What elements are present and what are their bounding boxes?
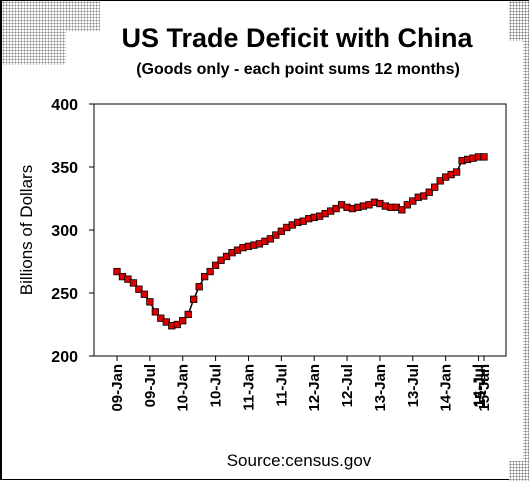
data-point-marker: [135, 285, 143, 293]
data-point-marker: [431, 183, 439, 191]
data-point-marker: [162, 318, 170, 326]
data-point-marker: [157, 314, 165, 322]
x-tick-label: 13-Jul: [405, 364, 422, 407]
data-point-marker: [277, 227, 285, 235]
x-tick-label: 10-Jul: [208, 364, 225, 407]
dither-cutout: [66, 31, 102, 67]
data-point-marker: [113, 267, 121, 276]
data-point-marker: [179, 317, 187, 325]
x-tick-label: 11-Jul: [273, 364, 290, 407]
series-points: [113, 153, 488, 330]
chart-title: US Trade Deficit with China: [121, 23, 473, 53]
x-tick-label: 11-Jan: [240, 364, 257, 411]
data-point-marker: [173, 320, 181, 329]
y-tick-label: 350: [51, 160, 78, 177]
x-tick-label: 15-Jan: [476, 364, 493, 412]
y-tick-label: 400: [51, 97, 78, 114]
x-tick-label: 14-Jan: [438, 364, 455, 412]
data-point-marker: [217, 256, 225, 264]
data-point-marker: [184, 310, 192, 319]
y-axis-label: Billions of Dollars: [17, 165, 36, 295]
data-point-marker: [211, 261, 220, 269]
data-point-marker: [480, 153, 488, 161]
x-tick-label: 10-Jan: [175, 364, 192, 412]
x-tick-label: 12-Jan: [306, 364, 323, 412]
source-label: Source:census.gov: [227, 451, 372, 470]
data-point-marker: [140, 290, 149, 298]
chart-subtitle: (Goods only - each point sums 12 months): [136, 61, 460, 78]
data-point-marker: [420, 192, 428, 200]
x-axis-ticks: 09-Jan 09-Jul 10-Jan 10-Jul 11-Jan 11-Jul 12-J…: [109, 356, 493, 412]
x-tick-label: 14-Jul: [471, 364, 488, 407]
data-point-marker: [452, 168, 461, 176]
data-point-marker: [151, 308, 159, 316]
y-axis-ticks: 400 350 300 250 200: [51, 97, 94, 366]
data-point-marker: [146, 298, 154, 306]
data-point-marker: [403, 201, 411, 209]
data-point-marker: [436, 177, 444, 185]
data-point-marker: [206, 267, 214, 276]
data-point-marker: [124, 275, 132, 283]
data-point-marker: [398, 206, 406, 214]
data-point-marker: [425, 188, 433, 196]
y-tick-label: 200: [51, 349, 78, 366]
data-point-marker: [190, 295, 198, 303]
data-point-marker: [129, 279, 138, 287]
data-point-marker: [266, 235, 275, 243]
data-point-marker: [409, 197, 417, 205]
data-point-marker: [222, 252, 231, 261]
x-tick-label: 12-Jul: [339, 364, 356, 407]
x-tick-label: 09-Jan: [109, 364, 126, 412]
plot-area: [93, 103, 507, 357]
data-point-marker: [332, 204, 340, 213]
x-tick-label: 15-Jul: [472, 364, 489, 407]
data-point-marker: [200, 272, 209, 281]
dither-cutout-right: [509, 41, 523, 461]
x-tick-label: 09-Jul: [142, 364, 159, 407]
x-tick-label: 13-Jan: [372, 364, 389, 412]
y-tick-label: 250: [51, 286, 78, 303]
data-point-marker: [195, 283, 203, 291]
data-point-marker: [272, 231, 280, 239]
y-tick-label: 300: [51, 223, 78, 240]
